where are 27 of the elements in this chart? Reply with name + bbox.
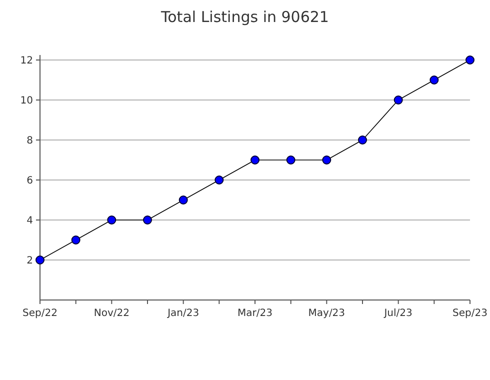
y-tick-label: 8 [26,136,33,146]
y-tick-label: 12 [20,56,33,66]
point [250,156,260,164]
x-tick-label: May/23 [308,308,346,319]
point [358,136,367,144]
x-tick-label: Sep/23 [452,308,488,319]
x-tick-label: Jul/23 [383,308,412,319]
point [430,76,439,84]
x-tick-label: Mar/23 [238,308,272,319]
point [71,236,80,244]
point [178,196,188,204]
point [394,96,403,104]
y-tick-label: 6 [26,176,33,186]
chart-title: Total Listings in 90621 [160,8,329,26]
x-tick-label: Nov/22 [94,308,130,319]
point [214,176,224,184]
point [36,256,44,264]
y-tick-label: 10 [20,96,33,106]
point [466,56,474,64]
point [286,156,296,164]
point [322,156,332,164]
y-tick-label: 2 [26,256,33,266]
point [143,216,152,224]
point [107,216,116,224]
y-tick-label: 4 [26,216,33,226]
x-tick-label: Sep/22 [22,308,58,319]
x-tick-label: Jan/23 [166,308,200,319]
